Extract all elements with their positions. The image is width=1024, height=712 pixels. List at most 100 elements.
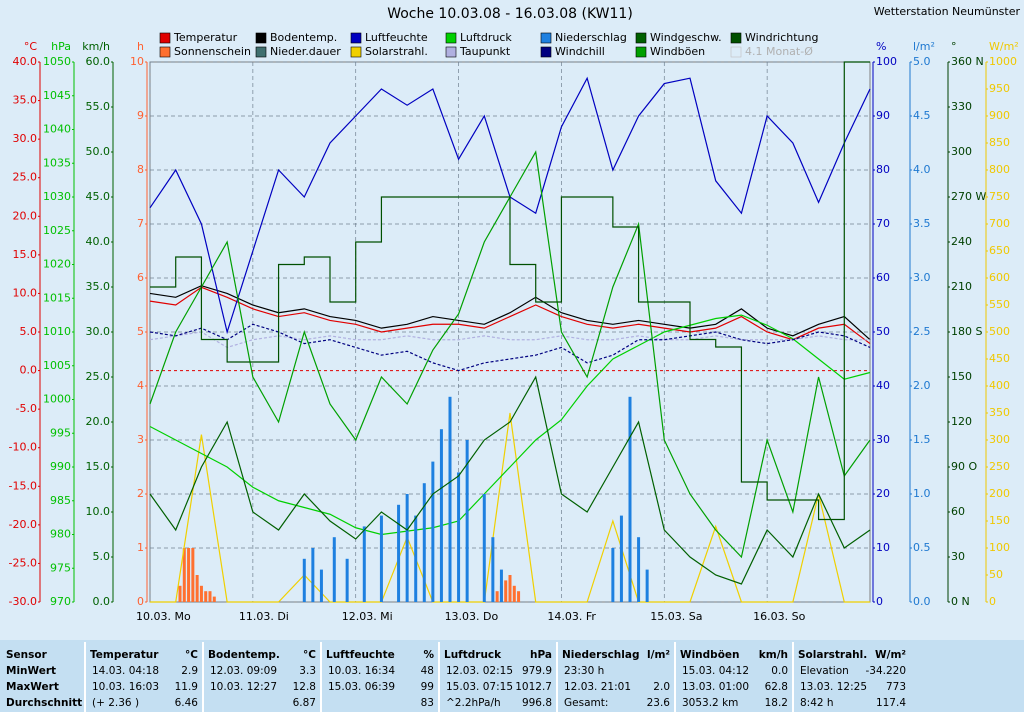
tick-label: 800 — [989, 163, 1010, 176]
cell-value: 99 — [421, 681, 434, 693]
tick-label: 20.0 — [86, 415, 111, 428]
tick-label: 1015 — [43, 291, 71, 304]
bar — [422, 483, 426, 602]
bar — [191, 548, 195, 602]
tick-label: 1020 — [43, 258, 71, 271]
cell-value: 11.9 — [175, 681, 198, 693]
tick-label: 1040 — [43, 123, 71, 136]
tick-label: 10 — [130, 55, 144, 68]
tick-label: 1.0 — [913, 487, 931, 500]
cell-text: 8:42 h — [800, 697, 834, 709]
bar — [405, 494, 409, 602]
row-label: MinWert — [6, 665, 56, 677]
tick-label: 35.0 — [13, 94, 38, 107]
tick-label: 10 — [876, 541, 890, 554]
tick-label: 120 — [951, 415, 972, 428]
tick-label: 970 — [50, 595, 71, 608]
cell-text: Elevation — [800, 665, 849, 677]
tick-label: 240 — [951, 235, 972, 248]
tick-label: 50.0 — [86, 145, 111, 158]
tick-label: 30 — [876, 433, 890, 446]
tick-label: 210 — [951, 280, 972, 293]
col-header: Temperatur — [90, 649, 159, 661]
tick-label: 250 — [989, 460, 1010, 473]
legend-label: Sonnenschein — [174, 45, 251, 58]
bar — [482, 494, 486, 602]
tick-label: 360 N — [951, 55, 984, 68]
bar — [645, 569, 649, 602]
legend-label: Solarstrahl. — [365, 45, 428, 58]
bar — [397, 504, 401, 602]
tick-label: 995 — [50, 426, 71, 439]
tick-label: 60 — [951, 505, 965, 518]
legend-label: Windchill — [555, 45, 605, 58]
row-label: MaxWert — [6, 681, 59, 693]
tick-label: 10.0 — [13, 286, 38, 299]
tick-label: 30.0 — [13, 132, 38, 145]
legend-swatch — [730, 46, 742, 58]
station-name: Wetterstation Neumünster — [874, 5, 1021, 18]
tick-label: 1005 — [43, 359, 71, 372]
cell-value: 3.3 — [299, 665, 316, 677]
tick-label: 1000 — [43, 393, 71, 406]
bar — [199, 585, 203, 602]
tick-label: 30 — [951, 550, 965, 563]
tick-label: 990 — [50, 460, 71, 473]
cell-value: 6.46 — [175, 697, 199, 709]
tick-label: 45.0 — [86, 190, 111, 203]
legend-label: Taupunkt — [459, 45, 511, 58]
legend-label: 4.1 Monat-Ø — [745, 45, 813, 58]
tick-label: 100 — [989, 541, 1010, 554]
legend-swatch — [159, 46, 171, 58]
bar — [187, 548, 191, 602]
cell-value: 117.4 — [876, 697, 906, 709]
cell-text: 14.03. 04:18 — [92, 665, 159, 677]
tick-label: 180 S — [951, 325, 982, 338]
tick-label: 5.0 — [93, 550, 111, 563]
col-unit: km/h — [759, 649, 788, 661]
tick-label: 300 — [989, 433, 1010, 446]
tick-label: 4 — [137, 379, 144, 392]
tick-label: 900 — [989, 109, 1010, 122]
tick-label: 985 — [50, 494, 71, 507]
tick-label: 650 — [989, 244, 1010, 257]
tick-label: 1045 — [43, 89, 71, 102]
tick-label: 750 — [989, 190, 1010, 203]
row-label: Durchschnitt — [6, 697, 82, 709]
tick-label: 0 — [876, 595, 883, 608]
line — [149, 323, 871, 372]
tick-label: 40.0 — [13, 55, 38, 68]
tick-label: 150 — [989, 514, 1010, 527]
tick-label: 0.0 — [20, 364, 38, 377]
cell-value: 1012.7 — [515, 681, 552, 693]
bar — [208, 591, 212, 602]
tick-label: 600 — [989, 271, 1010, 284]
tick-label: 2.0 — [913, 379, 931, 392]
bar — [311, 548, 315, 602]
axis-unit: l/m² — [913, 40, 935, 53]
tick-label: 6 — [137, 271, 144, 284]
tick-label: 1000 — [989, 55, 1017, 68]
legend-swatch — [445, 46, 457, 58]
legend-label: Luftdruck — [460, 31, 512, 44]
tick-label: 1025 — [43, 224, 71, 237]
tick-label: 350 — [989, 406, 1010, 419]
bar — [439, 429, 443, 602]
col-header: Luftdruck — [444, 649, 502, 661]
x-tick-label: 14.03. Fr — [547, 610, 596, 623]
axis-unit: W/m² — [989, 40, 1019, 53]
tick-label: -20.0 — [9, 518, 37, 531]
tick-label: 5 — [137, 325, 144, 338]
legend-label: Temperatur — [173, 31, 238, 44]
col-header: Bodentemp. — [208, 649, 280, 661]
bar — [611, 548, 615, 602]
cell-value: 2.0 — [653, 681, 670, 693]
tick-label: 1 — [137, 541, 144, 554]
col-unit: % — [423, 649, 434, 661]
tick-label: 400 — [989, 379, 1010, 392]
legend-swatch — [350, 32, 362, 44]
cell-value: 2.9 — [181, 665, 198, 677]
axis-unit: h — [137, 40, 144, 53]
chart-title: Woche 10.03.08 - 16.03.08 (KW11) — [387, 6, 633, 22]
bar — [319, 569, 323, 602]
